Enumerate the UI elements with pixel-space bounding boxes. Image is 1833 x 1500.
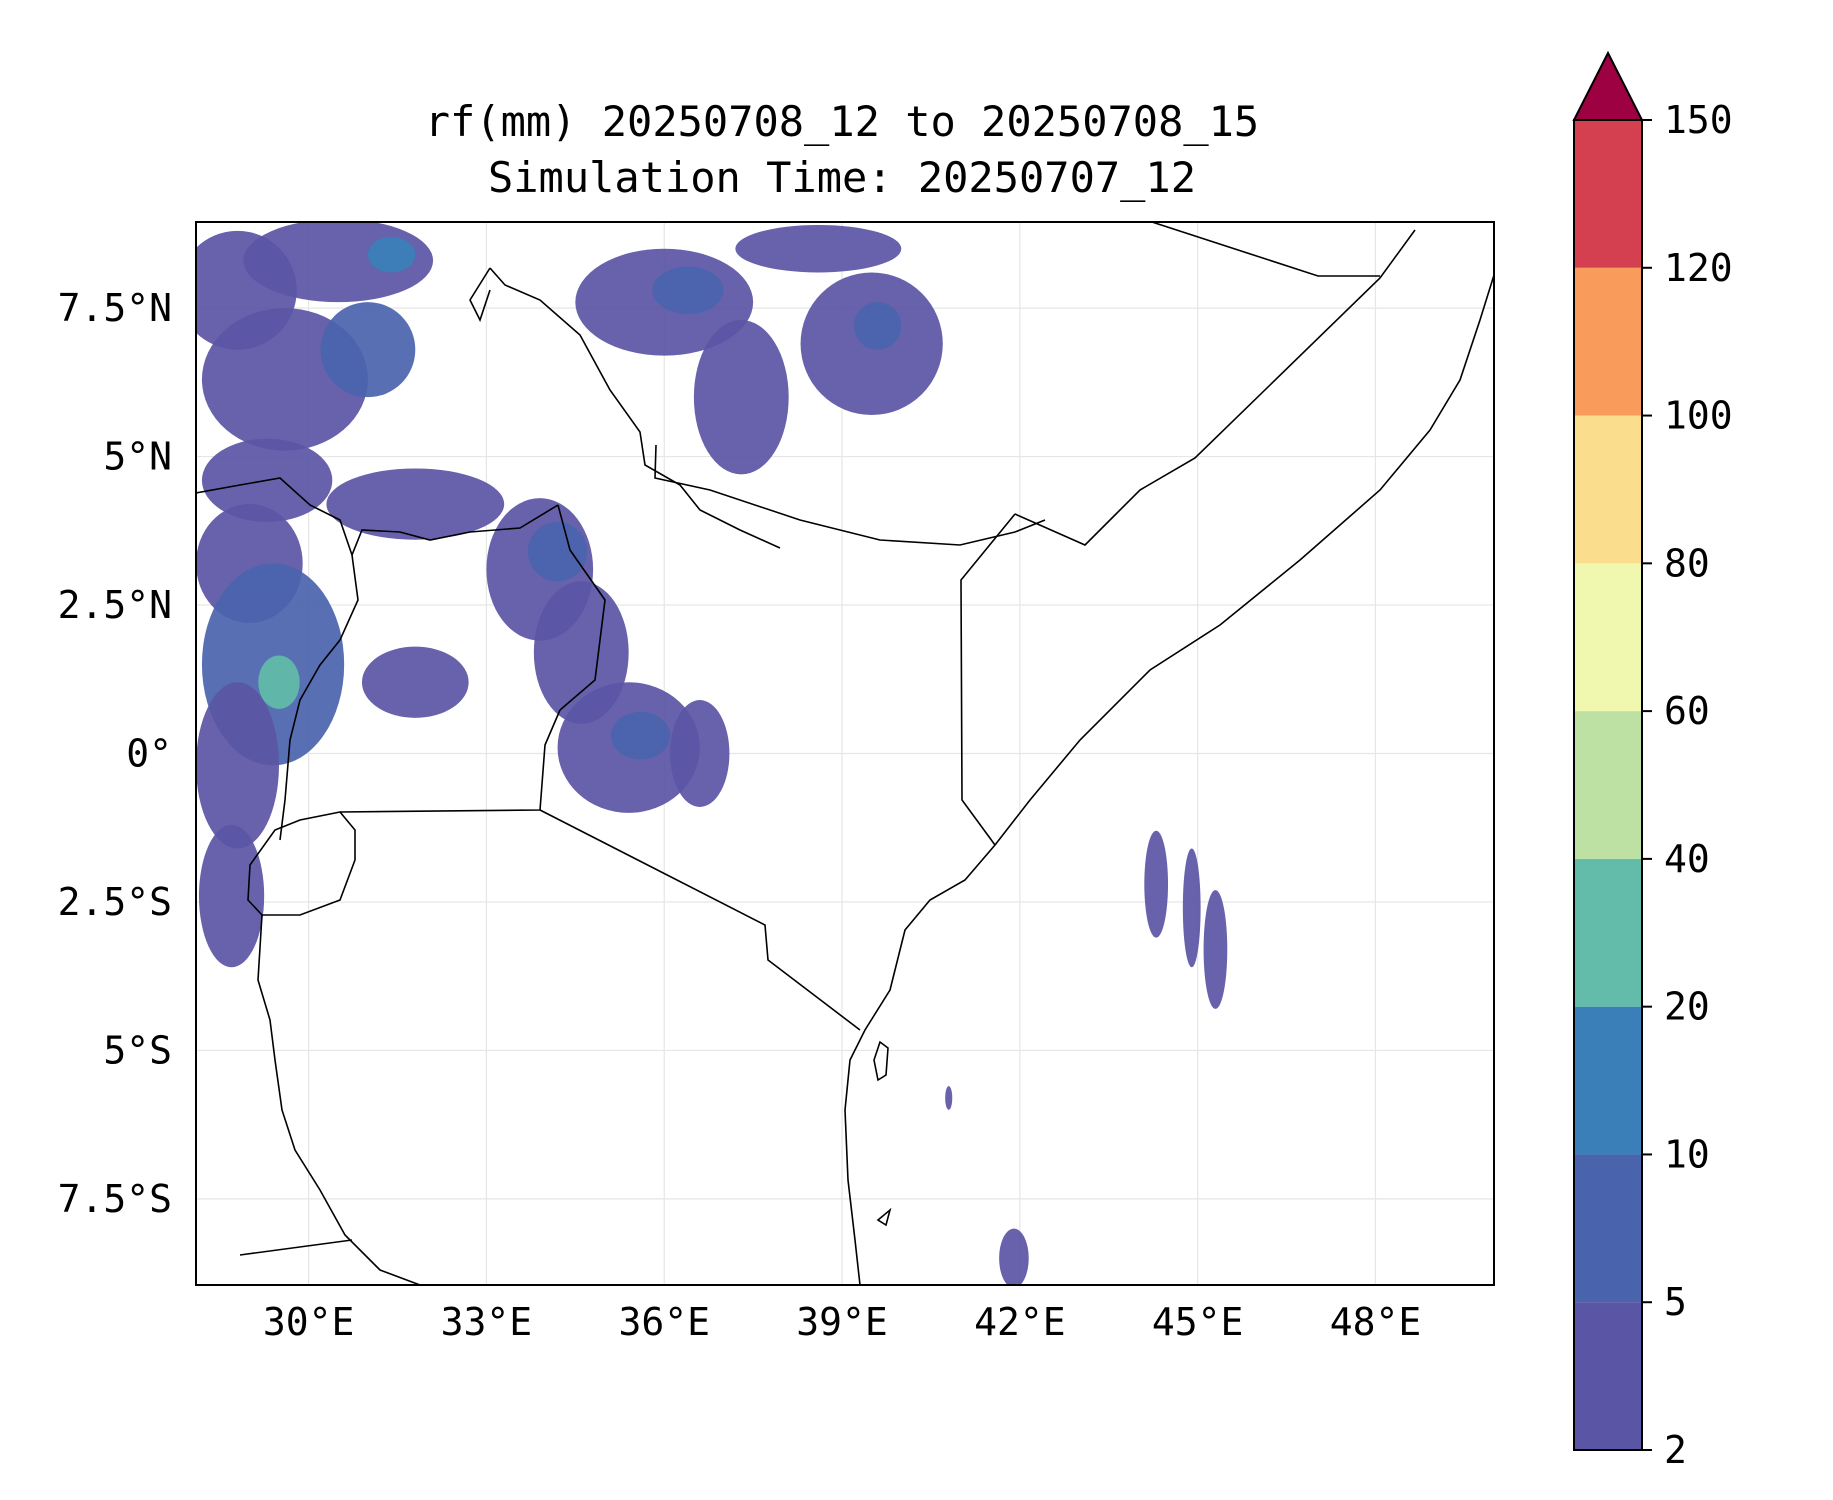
map-frame: [195, 221, 1495, 1286]
rain-patch: [320, 302, 416, 398]
kenya-somalia-border: [960, 513, 1016, 846]
coastline: [844, 274, 1494, 1285]
colorbar-segment: [1574, 711, 1642, 859]
rain-patch: [367, 236, 416, 273]
uganda-east-border: [557, 504, 606, 711]
colorbar-tick-label: 80: [1664, 541, 1710, 585]
rain-patch: [326, 468, 505, 540]
uganda-north-border: [339, 504, 559, 641]
uganda-south-border: [339, 709, 561, 813]
drc-border: [196, 477, 353, 556]
colorbar-segment: [1574, 120, 1642, 268]
colorbar-ticks: 2 5 10 20 40 60 80 100 120 150: [1642, 98, 1733, 1472]
rain-patch: [361, 646, 469, 718]
zanzibar-island: [873, 1040, 889, 1082]
colorbar-tick-label: 120: [1664, 246, 1733, 290]
rain-patch: [527, 521, 588, 582]
colorbar-segment: [1574, 563, 1642, 712]
lon-tick-label: 30°E: [263, 1300, 355, 1344]
kenya-tanzania-border: [539, 809, 861, 1031]
colorbar-tick-label: 40: [1664, 837, 1710, 881]
colorbar-tick-label: 150: [1664, 98, 1733, 142]
colorbar-segment: [1574, 1302, 1642, 1450]
rain-patch: [670, 700, 730, 807]
lake-albert-outline: [279, 639, 341, 841]
rain-patch: [198, 824, 265, 968]
rain-patch: [999, 1228, 1029, 1285]
lat-tick-label: 7.5°N: [58, 286, 172, 330]
rain-patch: [945, 1086, 953, 1110]
south-sudan-ethiopia-border: [489, 267, 781, 549]
sudan-border: [469, 267, 491, 323]
rain-patch: [735, 224, 902, 273]
rain-patch: [258, 655, 300, 709]
lon-tick-label: 42°E: [974, 1300, 1066, 1344]
lon-tick-label: 36°E: [618, 1300, 710, 1344]
colorbar-frame: [1573, 119, 1643, 1451]
colorbar-extend-triangle: [1572, 50, 1644, 121]
rain-patch: [1182, 848, 1201, 968]
colorbar-segment: [1574, 267, 1642, 416]
colorbar-segment: [1574, 1006, 1642, 1155]
rain-patch: [693, 319, 789, 475]
lat-tick-label: 2.5°S: [58, 880, 172, 924]
rain-patch: [1144, 830, 1169, 938]
rain-patch: [853, 302, 902, 350]
colorbar-tick-label: 20: [1664, 985, 1710, 1029]
colorbar-tick-label: 10: [1664, 1132, 1710, 1176]
country-borders: [196, 222, 1494, 1285]
colorbar-segment: [1574, 1154, 1642, 1303]
colorbar: 2 5 10 20 40 60 80 100 120 150: [1572, 50, 1733, 1472]
lat-tick-label: 7.5°S: [58, 1177, 172, 1221]
rain-patch: [652, 266, 724, 315]
mafia-island: [876, 1207, 892, 1227]
longitude-ticks: 30°E 33°E 36°E 39°E 42°E 45°E 48°E: [263, 1300, 1421, 1344]
lon-tick-label: 33°E: [441, 1300, 533, 1344]
lat-tick-label: 5°S: [103, 1028, 172, 1072]
colorbar-segment: [1574, 858, 1642, 1007]
lat-tick-label: 2.5°N: [58, 583, 172, 627]
title-line-2: Simulation Time: 20250707_12: [488, 153, 1196, 202]
kenya-ethiopia-border: [654, 444, 1046, 546]
lon-tick-label: 45°E: [1152, 1300, 1244, 1344]
colorbar-tick-label: 2: [1664, 1428, 1687, 1472]
colorbar-tick-label: 5: [1664, 1280, 1687, 1324]
rain-patch: [196, 682, 279, 849]
lat-tick-label: 0°: [126, 732, 172, 776]
lon-tick-label: 39°E: [796, 1300, 888, 1344]
title-line-1: rf(mm) 20250708_12 to 20250708_15: [425, 97, 1259, 146]
somalia-ethiopia-border: [1014, 229, 1416, 546]
rain-patch: [1203, 890, 1228, 1009]
map-panel: [195, 221, 1495, 1286]
latitude-ticks: 7.5°N 5°N 2.5°N 0° 2.5°S 5°S 7.5°S: [58, 286, 172, 1221]
lat-tick-label: 5°N: [103, 435, 172, 479]
rainfall-shading: [196, 222, 1228, 1285]
lon-tick-label: 48°E: [1330, 1300, 1422, 1344]
lake-tanganyika-outline: [257, 914, 421, 1285]
colorbar-segment: [1574, 415, 1642, 564]
colorbar-tick-label: 100: [1664, 394, 1733, 438]
colorbar-tick-label: 60: [1664, 689, 1710, 733]
zambia-border: [239, 1239, 353, 1256]
rain-patch: [610, 711, 671, 760]
colorbar-segments: [1574, 120, 1642, 1450]
somaliland-line: [1151, 222, 1380, 277]
